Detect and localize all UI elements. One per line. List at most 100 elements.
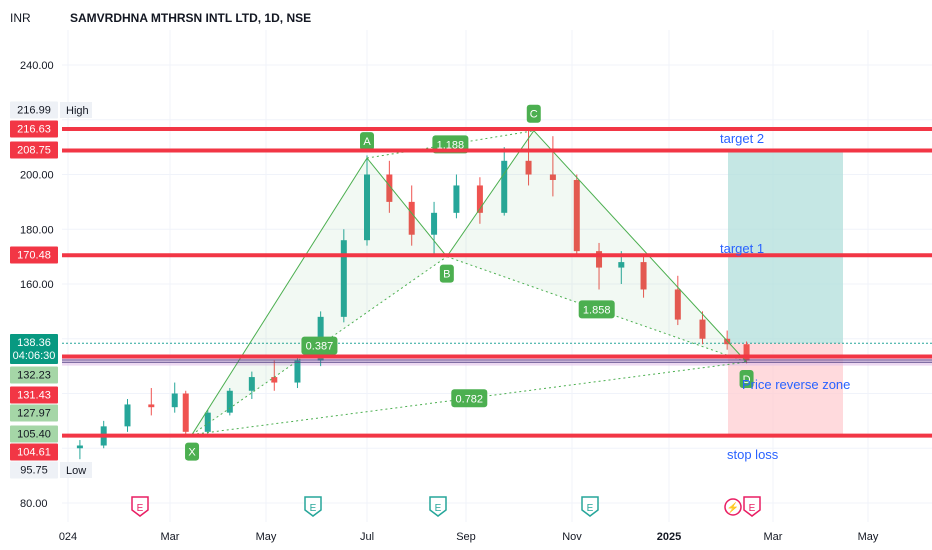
pattern-point-label: A bbox=[363, 136, 371, 148]
earnings-marker[interactable]: E bbox=[429, 496, 447, 517]
candle-body bbox=[124, 404, 131, 427]
price-badge-box bbox=[10, 386, 58, 404]
earnings-marker[interactable]: E bbox=[581, 496, 599, 517]
candle-body bbox=[674, 289, 681, 320]
price-badge-side-label: Low bbox=[66, 465, 86, 477]
price-badge-box bbox=[10, 334, 58, 364]
price-badge-side-label: High bbox=[66, 105, 89, 117]
candle-body bbox=[743, 344, 750, 361]
earnings-marker[interactable]: E bbox=[304, 496, 322, 517]
candle-body bbox=[364, 174, 370, 241]
candle-body bbox=[453, 185, 460, 213]
pattern-point-badge bbox=[185, 442, 200, 461]
earnings-marker-label: E bbox=[137, 503, 144, 514]
pattern-point-label: D bbox=[743, 374, 751, 386]
pattern-ratio-line bbox=[191, 361, 747, 436]
y-tick-label: 80.00 bbox=[20, 498, 48, 510]
price-badge-box bbox=[10, 443, 58, 461]
dividend-marker-icon: ⚡ bbox=[727, 501, 739, 514]
pattern-ratio-label: 1.188 bbox=[437, 139, 465, 151]
price-badge-box bbox=[10, 246, 58, 264]
candle-body bbox=[248, 377, 255, 391]
earnings-marker-shape bbox=[743, 496, 761, 517]
y-tick-label: 240.00 bbox=[20, 60, 54, 72]
x-tick-label: May bbox=[256, 531, 277, 543]
chart-title: SAMVRDHNA MTHRSN INTL LTD, 1D, NSE bbox=[70, 11, 311, 25]
dividend-marker-circle bbox=[724, 498, 742, 516]
price-badge-box bbox=[10, 461, 58, 479]
position-zones bbox=[62, 150, 932, 436]
earnings-marker[interactable]: E bbox=[743, 496, 761, 517]
earnings-marker-label: E bbox=[435, 503, 442, 514]
annotation-text: target 1 bbox=[720, 241, 764, 256]
pattern-point-label: C bbox=[530, 109, 538, 121]
pattern-ratio: 1.858 bbox=[578, 300, 615, 319]
price-badge: 216.63 bbox=[10, 120, 58, 138]
price-badge-countdown: 04:06:30 bbox=[13, 350, 56, 362]
annotation-text: Price reverse zone bbox=[742, 377, 850, 392]
target-zone[interactable] bbox=[728, 150, 843, 344]
pattern-ratio-badge bbox=[301, 336, 338, 355]
x-tick-label: Sep bbox=[456, 531, 476, 543]
pattern-ratio: 0.387 bbox=[301, 336, 338, 355]
pattern-ratio-label: 1.858 bbox=[583, 304, 611, 316]
earnings-marker-shape bbox=[131, 496, 149, 517]
price-badge: 131.43 bbox=[10, 386, 58, 404]
candle-body bbox=[386, 174, 393, 202]
axes: 240.00 200.00 180.00 160.00 80.00 024 Mar May Ju… bbox=[10, 60, 879, 543]
candle-body bbox=[640, 262, 647, 290]
x-tick-label: Jul bbox=[360, 531, 374, 543]
price-badge-side-box bbox=[60, 102, 92, 118]
pattern-point-d[interactable]: D bbox=[739, 370, 754, 389]
earnings-marker-label: E bbox=[749, 503, 756, 514]
pattern-point-c[interactable]: C bbox=[526, 104, 541, 123]
candle-body bbox=[340, 240, 347, 317]
candle-body bbox=[408, 201, 415, 235]
candle-body bbox=[596, 251, 603, 268]
price-badge-label: 104.61 bbox=[17, 447, 51, 459]
pattern-ratio: 0.782 bbox=[451, 389, 488, 408]
x-tick-label: 024 bbox=[59, 531, 77, 543]
candle-body bbox=[699, 319, 706, 339]
pattern-point-x[interactable]: X bbox=[185, 442, 200, 461]
price-badge-label: 132.23 bbox=[17, 370, 51, 382]
pattern-point-a[interactable]: A bbox=[360, 132, 374, 151]
price-badge-box bbox=[10, 366, 58, 384]
price-badge-box bbox=[10, 120, 58, 138]
price-badge-label: 208.75 bbox=[17, 145, 51, 157]
earnings-marker[interactable]: E bbox=[131, 496, 149, 517]
price-badge: 170.48 bbox=[10, 246, 58, 264]
annotation-text: stop loss bbox=[727, 447, 779, 462]
candle-body bbox=[476, 185, 483, 213]
price-badge-label: 105.40 bbox=[17, 429, 51, 441]
pattern-ratio-label: 0.782 bbox=[456, 393, 484, 405]
harmonic-pattern: X A B C D 0.387 1.188 1.858 0.782 bbox=[185, 104, 754, 461]
annotations: target 2 target 1 Price reverse zone stop l… bbox=[131, 131, 850, 517]
earnings-marker-shape bbox=[581, 496, 599, 517]
price-badge-label: 95.75 bbox=[20, 465, 48, 477]
x-tick-label: May bbox=[858, 531, 879, 543]
candle-body bbox=[271, 377, 278, 383]
x-tick-label: Mar bbox=[764, 531, 783, 543]
candle-body bbox=[525, 160, 532, 175]
x-tick-label: Mar bbox=[161, 531, 180, 543]
dividend-marker[interactable]: ⚡ bbox=[724, 498, 742, 516]
pattern-ratio-badge bbox=[451, 389, 488, 408]
price-badge: 104.61 bbox=[10, 443, 58, 461]
candle-body bbox=[204, 412, 211, 432]
pattern-point-label: X bbox=[188, 447, 196, 459]
candle-body bbox=[148, 404, 155, 408]
pattern-point-b[interactable]: B bbox=[439, 264, 454, 283]
pattern-fill-xab bbox=[192, 158, 447, 435]
earnings-marker-label: E bbox=[310, 503, 317, 514]
earnings-marker-shape bbox=[304, 496, 322, 517]
pattern-point-badge bbox=[526, 104, 541, 123]
price-badge: 132.23 bbox=[10, 366, 58, 384]
price-badge: 216.99 High bbox=[10, 101, 92, 119]
price-badge-box bbox=[10, 404, 58, 422]
candle-body bbox=[501, 160, 508, 213]
y-tick-label: 180.00 bbox=[20, 224, 54, 236]
grid bbox=[62, 30, 932, 522]
pattern-fill-bcd bbox=[446, 130, 747, 363]
